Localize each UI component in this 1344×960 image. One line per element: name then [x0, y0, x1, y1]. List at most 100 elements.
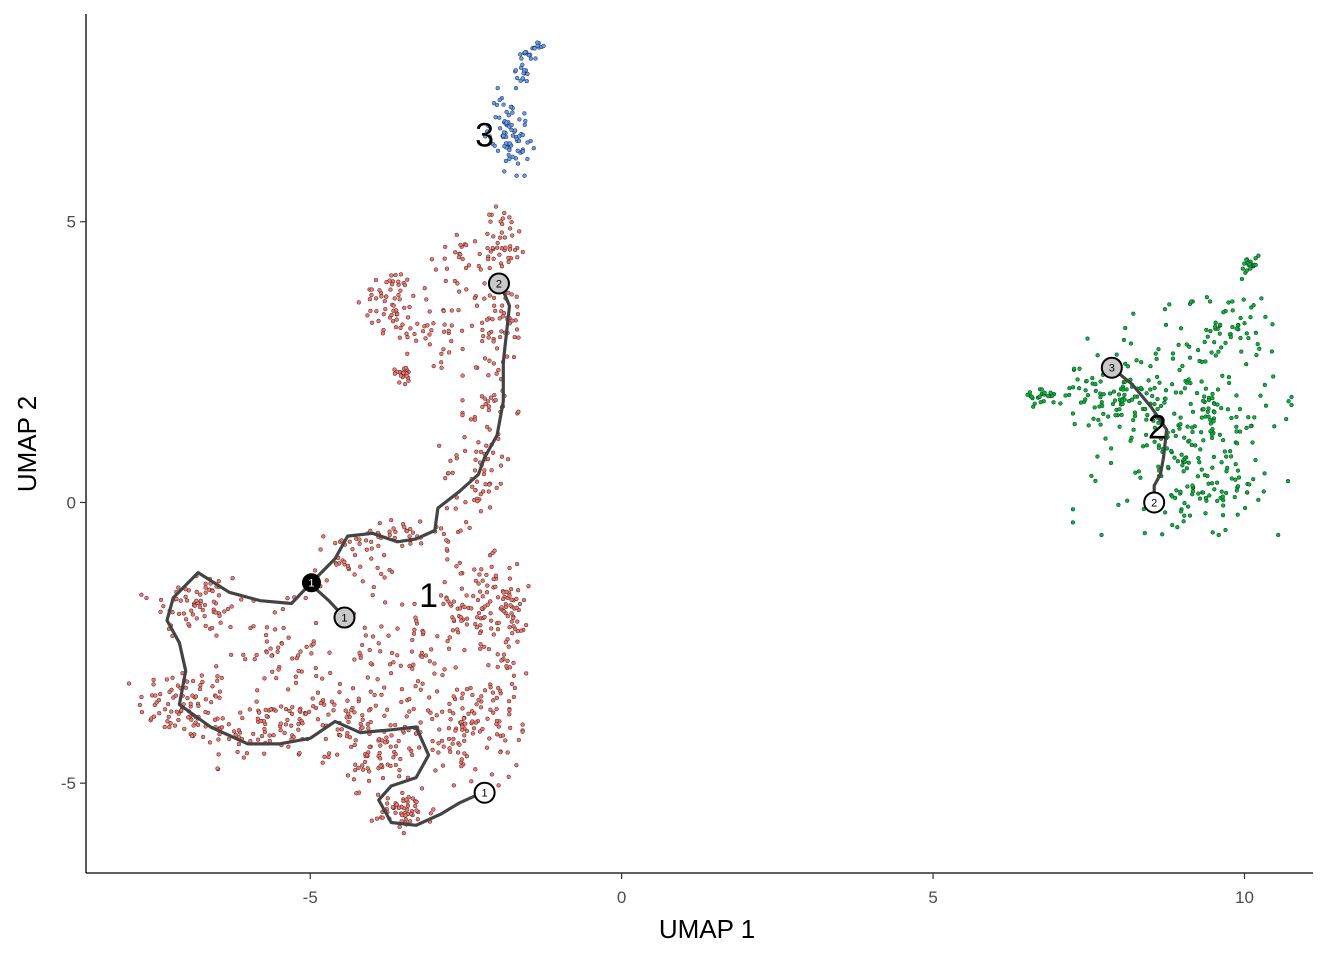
data-point	[1165, 464, 1171, 470]
data-point	[440, 672, 445, 678]
data-point	[263, 707, 268, 713]
cluster-3-points	[483, 40, 546, 178]
data-point	[1155, 396, 1160, 402]
data-point	[1229, 476, 1234, 481]
data-point	[489, 564, 494, 570]
data-point	[1219, 405, 1224, 411]
data-point	[459, 696, 464, 701]
data-point	[368, 308, 373, 314]
data-point	[460, 373, 465, 378]
data-point	[457, 742, 462, 747]
data-point	[1187, 438, 1192, 443]
data-point	[1254, 352, 1259, 358]
data-point	[404, 797, 409, 802]
data-point	[1051, 400, 1056, 405]
data-point	[1221, 310, 1226, 315]
data-point	[360, 717, 365, 722]
data-point	[364, 752, 370, 758]
data-point	[510, 110, 515, 115]
data-point	[1259, 296, 1264, 301]
data-point	[481, 471, 487, 477]
data-point	[506, 255, 511, 261]
trajectory-node-circle	[1100, 356, 1123, 379]
data-point	[1262, 471, 1267, 476]
data-point	[339, 727, 344, 732]
data-point	[487, 736, 492, 741]
data-point	[203, 585, 208, 590]
data-point	[488, 618, 494, 623]
data-point	[507, 708, 512, 713]
data-point	[524, 671, 529, 676]
data-point	[1120, 387, 1126, 392]
data-point	[1170, 351, 1176, 356]
data-point	[473, 720, 479, 725]
data-point	[446, 350, 452, 355]
data-point	[1091, 416, 1096, 421]
data-point	[328, 670, 333, 676]
data-point	[321, 698, 326, 703]
data-point	[267, 733, 272, 738]
data-point	[498, 481, 503, 486]
data-point	[1119, 398, 1125, 403]
data-point	[1219, 460, 1224, 465]
data-point	[1239, 349, 1244, 354]
data-point	[1098, 391, 1103, 396]
data-point	[161, 604, 166, 609]
y-tick-label: 5	[67, 213, 76, 232]
data-point	[139, 592, 144, 597]
data-point	[289, 711, 295, 717]
data-point	[397, 774, 402, 779]
data-point	[394, 317, 399, 322]
data-point	[410, 796, 415, 801]
data-point	[1096, 417, 1101, 423]
data-point	[1270, 322, 1275, 327]
data-point	[504, 354, 510, 359]
data-point	[517, 134, 522, 139]
data-point	[487, 427, 492, 432]
data-point	[508, 725, 513, 731]
data-point	[1144, 443, 1149, 448]
data-point	[473, 488, 478, 493]
data-point	[488, 611, 493, 616]
data-point	[505, 658, 510, 664]
data-point	[474, 303, 480, 308]
data-point	[390, 319, 396, 324]
data-point	[437, 727, 442, 732]
data-point	[1140, 444, 1146, 449]
data-point	[241, 755, 246, 760]
data-point	[367, 647, 372, 653]
data-point	[500, 216, 505, 221]
data-point	[500, 596, 506, 602]
trajectory-node-root: 1	[473, 781, 496, 804]
data-point	[486, 407, 491, 413]
data-point	[219, 675, 224, 681]
data-point	[1251, 477, 1256, 482]
data-point	[389, 733, 394, 738]
data-point	[170, 675, 175, 680]
data-point	[491, 632, 496, 637]
data-point	[290, 656, 295, 661]
trajectory-node-label: 2	[496, 278, 502, 290]
data-point	[251, 731, 256, 737]
data-point	[1242, 261, 1247, 266]
data-point	[1121, 337, 1127, 343]
data-point	[419, 650, 425, 656]
data-point	[456, 289, 462, 294]
data-point	[509, 219, 514, 225]
data-point	[1190, 409, 1196, 414]
data-point	[423, 336, 428, 341]
data-point	[285, 717, 290, 723]
data-point	[1224, 454, 1229, 459]
data-point	[1234, 414, 1239, 420]
data-point	[209, 700, 214, 705]
data-point	[491, 576, 496, 582]
data-point	[275, 649, 280, 654]
data-point	[1253, 457, 1258, 463]
data-point	[377, 288, 382, 293]
data-point	[449, 338, 454, 344]
data-point	[1253, 256, 1258, 261]
data-point	[516, 138, 522, 144]
data-point	[480, 594, 485, 599]
data-point	[213, 694, 218, 699]
data-point	[433, 768, 438, 773]
